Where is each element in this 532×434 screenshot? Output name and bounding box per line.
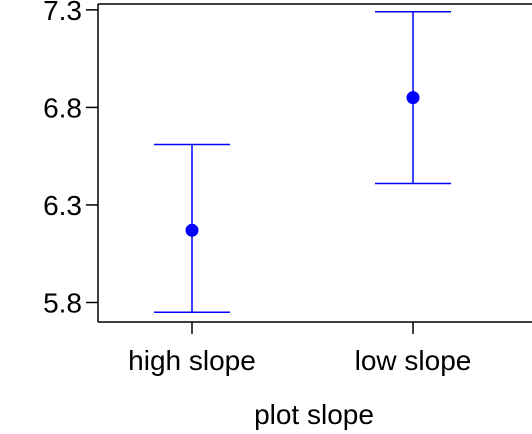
y-tick-label: 5.8 [43,287,82,318]
y-tick-label: 7.3 [43,0,82,26]
y-axis-ticks: 5.8 6.3 6.8 7.3 [43,0,98,318]
x-tick-label: low slope [355,345,472,376]
y-tick-label: 6.8 [43,92,82,123]
y-tick-label: 6.3 [43,190,82,221]
mean-point [406,91,420,105]
series-layer [154,11,451,313]
x-axis-ticks: high slope low slope [128,322,471,376]
x-axis-title: plot slope [254,399,374,430]
x-tick-label: high slope [128,345,256,376]
plot-area [97,3,532,323]
mean-point [185,223,199,237]
